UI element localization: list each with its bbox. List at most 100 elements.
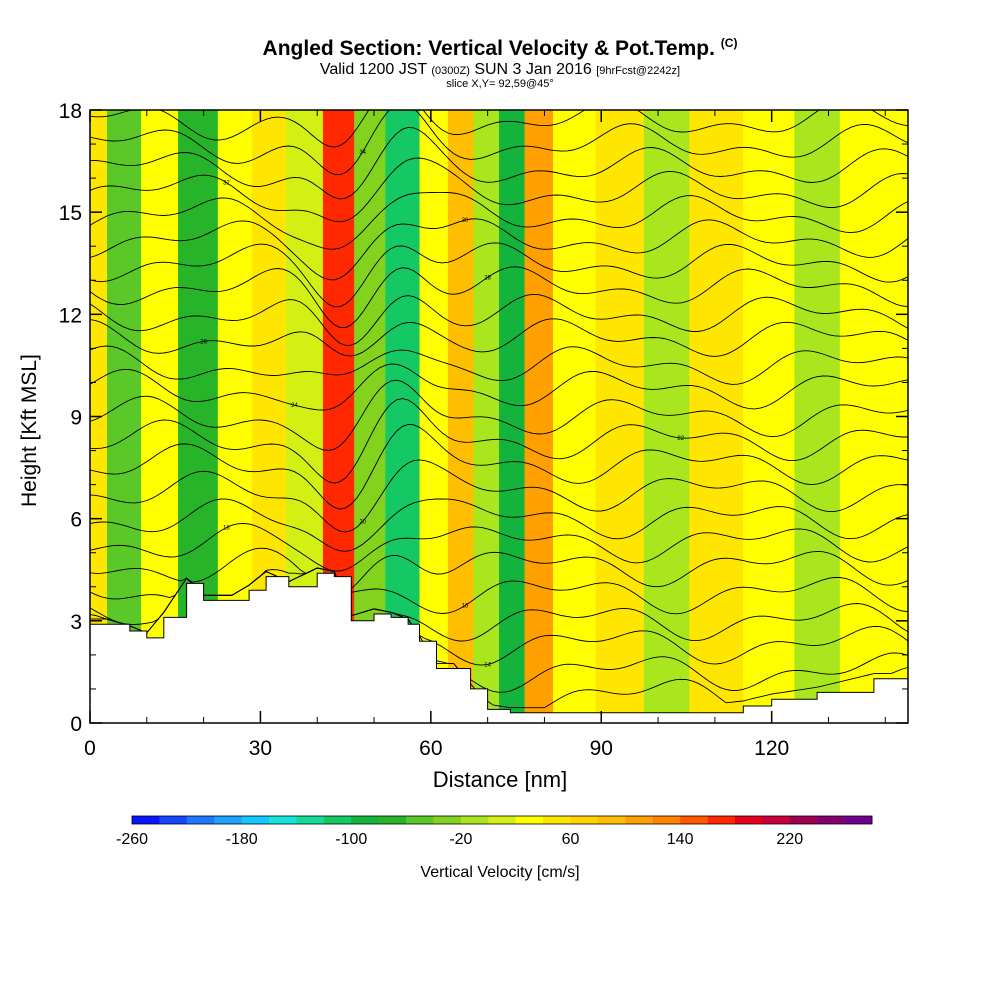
chart-title-text: Angled Section: Vertical Velocity & Pot.… bbox=[262, 37, 715, 60]
x-axis-label: Distance [nm] bbox=[432, 767, 568, 792]
velocity-band bbox=[499, 110, 526, 723]
y-tick-label: 9 bbox=[70, 407, 82, 430]
colorbar-swatch bbox=[406, 816, 434, 824]
colorbar-swatch bbox=[296, 816, 325, 824]
isentrope-line bbox=[90, 218, 908, 281]
velocity-band bbox=[552, 110, 597, 723]
axes: 0 30 60 90 120 0 3 6 9 12 15 18 bbox=[59, 100, 908, 760]
isentrope-line bbox=[90, 398, 908, 484]
isentrope-line bbox=[90, 266, 908, 328]
colorbar-swatch bbox=[269, 816, 297, 824]
isentrope-label: 22 bbox=[677, 436, 684, 442]
colorbar-swatch bbox=[186, 816, 215, 824]
isentrope-line bbox=[90, 110, 908, 148]
colorbar-swatch bbox=[323, 816, 352, 824]
colorbar-tick-label: -260 bbox=[116, 831, 148, 848]
isentrope-line bbox=[90, 345, 908, 385]
colorbar-label: Vertical Velocity [cm/s] bbox=[420, 864, 580, 881]
chart-title-unit: (C) bbox=[720, 36, 738, 50]
isentrope-line bbox=[90, 157, 908, 223]
isentrope-line bbox=[90, 459, 908, 533]
isentrope-label: 20 bbox=[359, 520, 366, 526]
x-tick-label: 120 bbox=[754, 737, 789, 760]
isentrope-label: 24 bbox=[291, 403, 298, 409]
isentrope-line bbox=[90, 242, 908, 308]
velocity-band bbox=[743, 110, 795, 723]
velocity-band bbox=[643, 110, 690, 723]
velocity-band bbox=[447, 110, 474, 723]
velocity-band bbox=[524, 110, 554, 723]
colorbar-swatch bbox=[543, 816, 571, 824]
isentrope-label: 14 bbox=[484, 662, 491, 668]
y-tick-label: 18 bbox=[59, 100, 82, 123]
colorbar-swatch bbox=[597, 816, 626, 824]
isentrope-label: 34 bbox=[359, 150, 366, 156]
terrain bbox=[89, 572, 909, 724]
isentrope-line bbox=[90, 363, 908, 411]
colorbar-swatch bbox=[132, 816, 160, 824]
valid-prefix: Valid 1200 JST bbox=[319, 61, 427, 78]
x-tick-label: 30 bbox=[249, 737, 272, 760]
isentrope-line bbox=[90, 126, 908, 200]
colorbar-tick-label: -180 bbox=[226, 831, 258, 848]
isentrope-line bbox=[90, 567, 908, 615]
isentrope-label: 18 bbox=[223, 526, 230, 532]
isentrope-line bbox=[90, 498, 908, 552]
y-tick-label: 0 bbox=[70, 713, 82, 736]
colorbar-tick-label: -20 bbox=[449, 831, 472, 848]
colorbar-swatch bbox=[762, 816, 791, 824]
colorbar: -260 -180 -100 -20 60 140 220 bbox=[116, 815, 873, 848]
y-tick-label: 6 bbox=[70, 509, 82, 532]
forecast-info: [9hrFcst@2242z] bbox=[596, 65, 681, 77]
slice-info: slice X,Y= 92,59@45° bbox=[446, 78, 554, 90]
isentrope-label: 30 bbox=[462, 218, 469, 224]
colorbar-swatch bbox=[707, 816, 736, 824]
colorbar-swatch bbox=[433, 816, 462, 824]
colorbar-swatch bbox=[844, 816, 873, 824]
isentrope-line bbox=[90, 110, 908, 176]
colorbar-swatch bbox=[734, 816, 763, 824]
colorbar-swatch bbox=[817, 816, 845, 824]
colorbar-swatch bbox=[488, 816, 517, 824]
valid-date: SUN 3 Jan 2016 bbox=[474, 61, 592, 78]
valid-utc: (0300Z) bbox=[431, 65, 470, 77]
valid-time: Valid 1200 JST (0300Z) SUN 3 Jan 2016 [9… bbox=[0, 61, 1000, 79]
isentrope-label: 16 bbox=[462, 604, 469, 610]
velocity-band bbox=[689, 110, 744, 723]
colorbar-tick-label: 220 bbox=[776, 831, 803, 848]
y-tick-label: 3 bbox=[70, 611, 82, 634]
isentrope-line bbox=[90, 318, 908, 357]
colorbar-swatch bbox=[570, 816, 599, 824]
terrain-shape bbox=[89, 572, 909, 724]
colorbar-swatch bbox=[680, 816, 708, 824]
velocity-band bbox=[595, 110, 645, 723]
colorbar-tick-label: 60 bbox=[562, 831, 580, 848]
colorbar-tick-label: 140 bbox=[667, 831, 694, 848]
colorbar-swatch bbox=[515, 816, 544, 824]
isentrope-line bbox=[90, 547, 908, 594]
velocity-band bbox=[839, 110, 886, 723]
colorbar-swatch bbox=[460, 816, 489, 824]
y-axis-label: Height [Kft MSL] bbox=[18, 354, 41, 507]
velocity-band bbox=[794, 110, 841, 723]
x-tick-label: 90 bbox=[590, 737, 613, 760]
x-tick-label: 60 bbox=[419, 737, 442, 760]
colorbar-tick-label: -100 bbox=[335, 831, 367, 848]
y-tick-label: 15 bbox=[59, 202, 82, 225]
isentrope-label: 26 bbox=[200, 339, 207, 345]
isentrope-line bbox=[90, 522, 908, 572]
colorbar-frame bbox=[131, 815, 873, 825]
isentrope-line bbox=[90, 293, 908, 346]
isentrope-line bbox=[90, 379, 908, 451]
colorbar-swatch bbox=[214, 816, 242, 824]
colorbar-swatch bbox=[351, 816, 379, 824]
isentrope-line bbox=[90, 191, 908, 250]
colorbar-swatch bbox=[625, 816, 654, 824]
colorbar-swatch bbox=[378, 816, 407, 824]
isentrope-contours: 14 16 18 20 22 24 26 28 30 32 34 bbox=[90, 110, 908, 709]
x-tick-label: 0 bbox=[84, 737, 96, 760]
colorbar-swatch bbox=[652, 816, 681, 824]
isentrope-line bbox=[90, 423, 908, 510]
isentrope-label: 32 bbox=[223, 180, 230, 186]
